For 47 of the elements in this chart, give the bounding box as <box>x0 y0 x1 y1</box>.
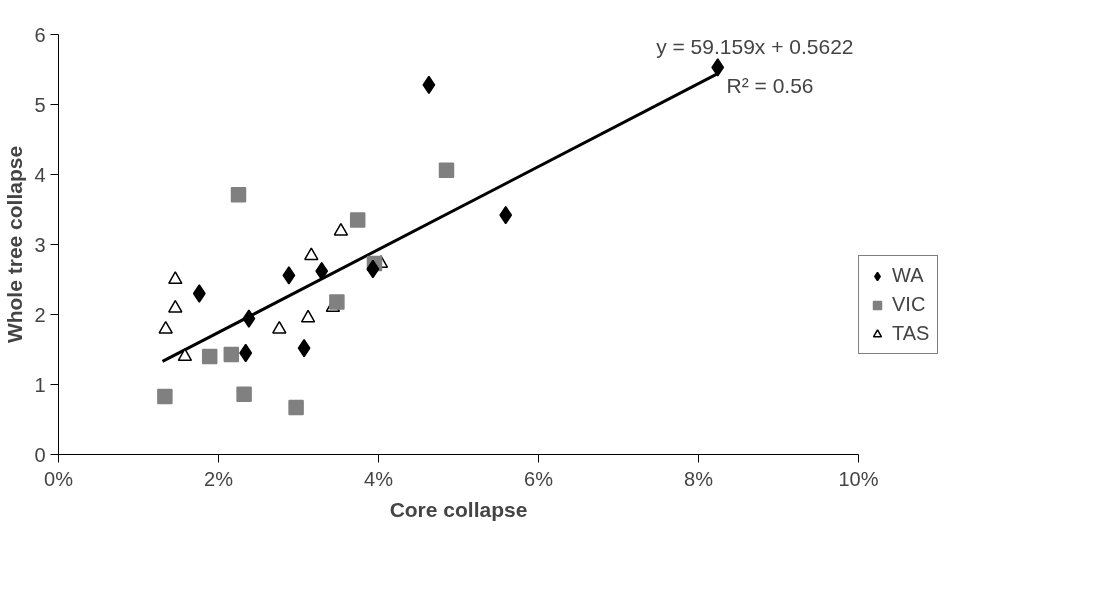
x-tick-label: 10% <box>838 467 879 490</box>
x-tick-label: 2% <box>204 467 234 490</box>
x-tick-label: 6% <box>524 467 554 490</box>
point <box>366 259 380 279</box>
x-axis-title: Core collapse <box>389 497 528 521</box>
point <box>499 205 513 225</box>
legend-label: TAS <box>892 322 930 345</box>
y-tick-label: 5 <box>34 93 46 116</box>
point <box>157 388 173 405</box>
point <box>168 299 183 313</box>
legend-label: WA <box>892 264 924 287</box>
point <box>711 58 725 77</box>
point <box>239 343 253 363</box>
point <box>300 309 316 323</box>
point <box>177 348 193 361</box>
point <box>158 320 173 334</box>
legend-label: VIC <box>892 293 926 316</box>
y-tick-label: 6 <box>34 23 46 46</box>
point <box>329 294 345 310</box>
point <box>349 212 366 228</box>
y-tick-label: 3 <box>34 233 46 256</box>
point <box>304 247 319 261</box>
x-tick-label: 4% <box>364 467 394 490</box>
y-tick-label: 0 <box>34 443 46 466</box>
x-tick-label: 8% <box>684 467 714 490</box>
y-tick-label: 4 <box>34 163 46 186</box>
x-tick-label: 0% <box>44 467 74 490</box>
point <box>438 162 455 179</box>
point <box>333 222 349 236</box>
y-axis-title: Whole tree collapse <box>3 145 27 344</box>
point <box>192 284 206 303</box>
point <box>288 399 304 416</box>
point <box>168 271 183 284</box>
point <box>282 266 296 285</box>
point <box>272 320 287 334</box>
point <box>242 309 256 328</box>
annotation: R² = 0.56 <box>726 73 814 97</box>
point <box>230 187 247 203</box>
y-tick-label: 1 <box>34 373 46 396</box>
point <box>297 338 311 358</box>
point <box>236 386 252 403</box>
point <box>422 75 436 95</box>
point <box>201 348 218 365</box>
annotation: y = 59.159x + 0.5622 <box>656 35 854 58</box>
y-tick-label: 2 <box>34 303 46 326</box>
point <box>223 346 240 363</box>
point <box>315 261 329 281</box>
